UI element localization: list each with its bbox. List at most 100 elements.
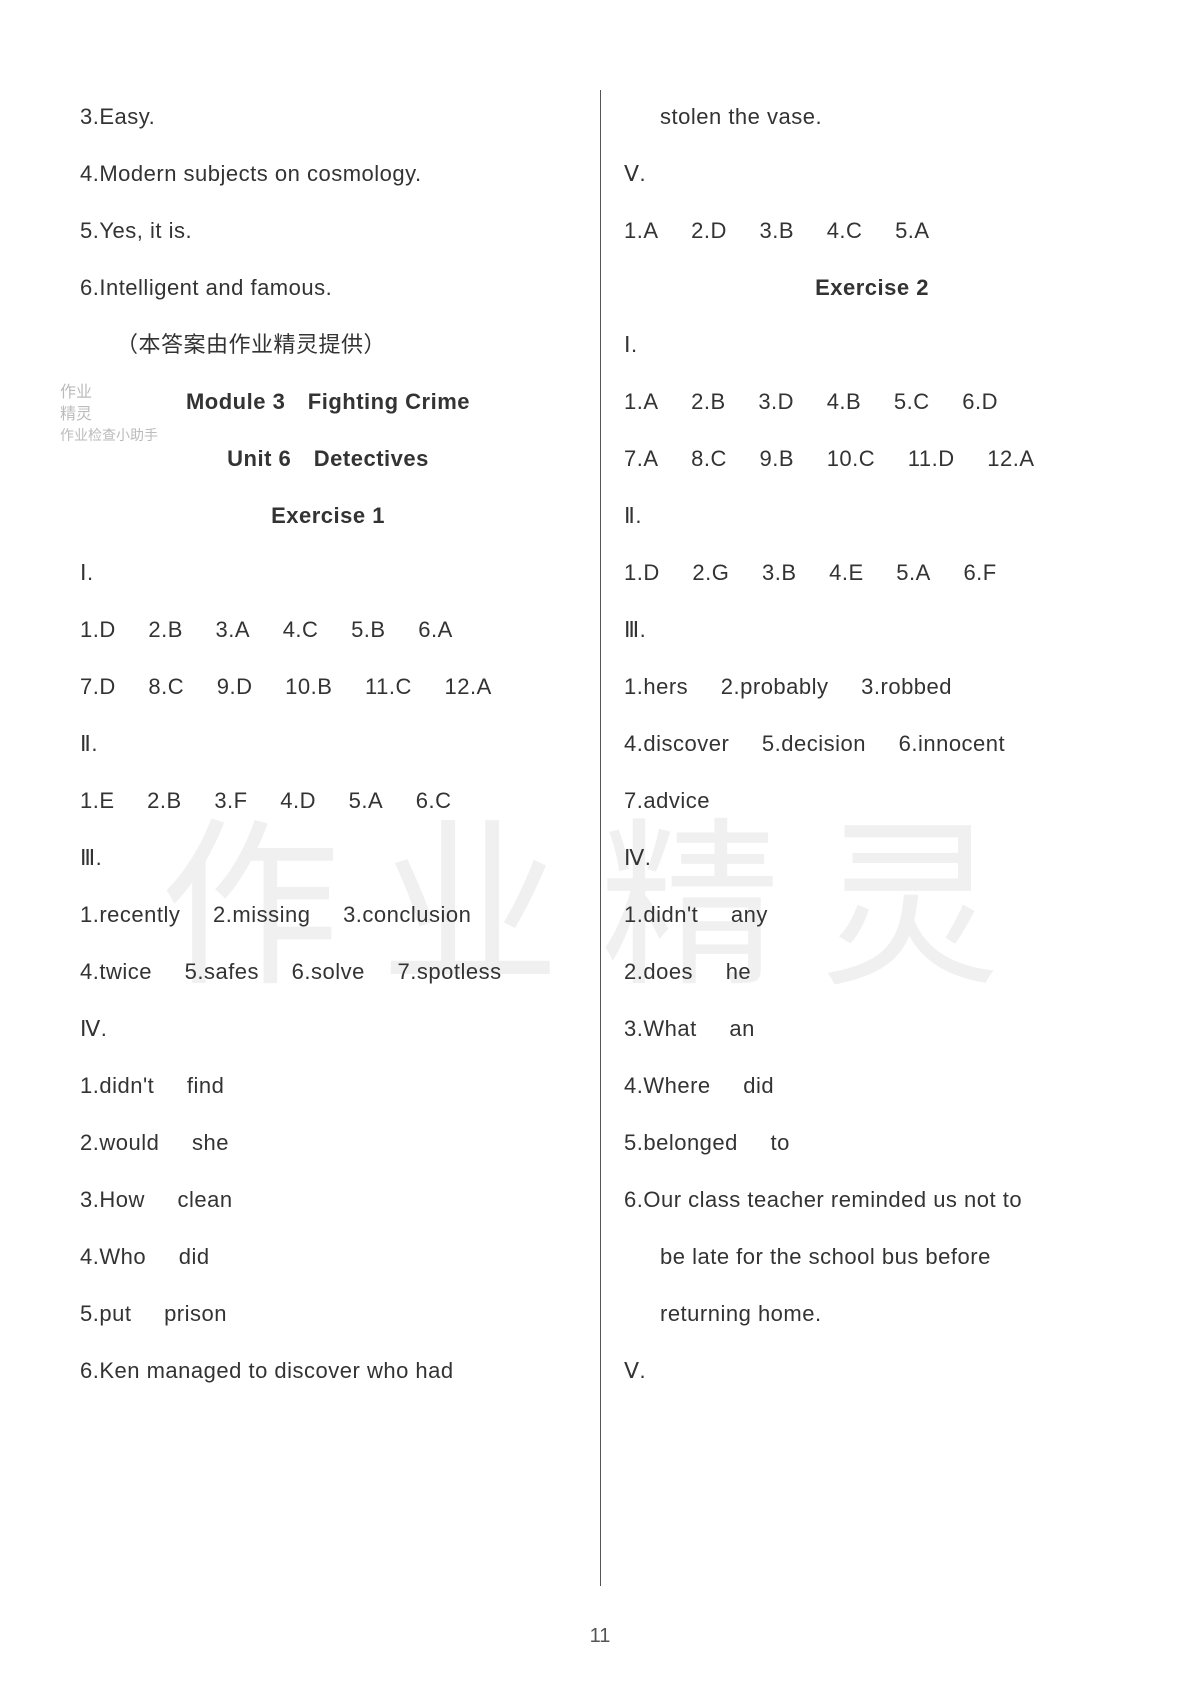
answer-item: 9.D (217, 670, 253, 703)
answer-item: 7.A (624, 442, 659, 475)
answer-row: 4.twice 5.safes 6.solve 7.spotless (80, 955, 576, 988)
answer-item: 12.A (987, 442, 1034, 475)
answer-item: 6.A (418, 613, 453, 646)
answer-row: 7.A 8.C 9.B 10.C 11.D 12.A (624, 442, 1120, 475)
answer-item: 3.conclusion (343, 898, 471, 931)
answer-row: 3.What an (624, 1012, 1120, 1045)
answer-row: 1.E 2.B 3.F 4.D 5.A 6.C (80, 784, 576, 817)
answer-row: 4.Where did (624, 1069, 1120, 1102)
answer-item: 6.innocent (899, 727, 1006, 760)
answer-item: 2.does (624, 955, 693, 988)
section-label: Ⅰ. (80, 556, 576, 589)
answer-row: 1.D 2.G 3.B 4.E 5.A 6.F (624, 556, 1120, 589)
left-column: 3.Easy. 4.Modern subjects on cosmology. … (80, 100, 600, 1636)
answer-item: 2.B (148, 613, 183, 646)
provider-note: （本答案由作业精灵提供） (80, 328, 576, 361)
answer-item: 4.C (283, 613, 319, 646)
answer-row: 1.A 2.D 3.B 4.C 5.A (624, 214, 1120, 247)
answer-item: 1.A (624, 214, 659, 247)
answer-item: clean (177, 1183, 232, 1216)
answer-item: 5.decision (762, 727, 866, 760)
section-label: Ⅲ. (624, 613, 1120, 646)
answer-item: 5.A (349, 784, 384, 817)
answer-item: 5.B (351, 613, 386, 646)
section-label: Ⅰ. (624, 328, 1120, 361)
answer-item: 1.didn't (80, 1069, 154, 1102)
answer-item: 4.D (280, 784, 316, 817)
answer-item: 1.didn't (624, 898, 698, 931)
answer-row: 2.does he (624, 955, 1120, 988)
answer-row: 3.How clean (80, 1183, 576, 1216)
answer-item: 5.safes (185, 955, 259, 988)
answer-row: 2.would she (80, 1126, 576, 1159)
answer-row: 5.put prison (80, 1297, 576, 1330)
answer-item: to (771, 1126, 790, 1159)
answer-item: 10.B (285, 670, 332, 703)
answer-line: be late for the school bus before (624, 1240, 1120, 1273)
answer-line: 4.Modern subjects on cosmology. (80, 157, 576, 190)
answer-line: stolen the vase. (624, 100, 1120, 133)
answer-line: 3.Easy. (80, 100, 576, 133)
answer-item: 2.G (692, 556, 729, 589)
answer-item: 3.F (214, 784, 247, 817)
answer-item: 3.B (760, 214, 795, 247)
answer-row: 4.discover 5.decision 6.innocent (624, 727, 1120, 760)
answer-item: 5.C (894, 385, 930, 418)
exercise-heading: Exercise 2 (624, 271, 1120, 304)
answer-item: find (187, 1069, 224, 1102)
answer-item: 12.A (444, 670, 491, 703)
answer-item: prison (164, 1297, 227, 1330)
answer-item: 2.B (691, 385, 726, 418)
answer-item: 11.C (365, 670, 412, 703)
answer-item: 8.C (148, 670, 184, 703)
answer-row: 1.A 2.B 3.D 4.B 5.C 6.D (624, 385, 1120, 418)
answer-item: 6.D (962, 385, 998, 418)
section-label: Ⅲ. (80, 841, 576, 874)
answer-item: 2.probably (721, 670, 829, 703)
answer-item: 4.twice (80, 955, 152, 988)
section-label: Ⅴ. (624, 157, 1120, 190)
answer-line: 6.Our class teacher reminded us not to (624, 1183, 1120, 1216)
answer-item: 3.A (216, 613, 251, 646)
answer-item: 1.D (80, 613, 116, 646)
section-label: Ⅳ. (624, 841, 1120, 874)
answer-row: 1.didn't find (80, 1069, 576, 1102)
right-column: stolen the vase. Ⅴ. 1.A 2.D 3.B 4.C 5.A … (600, 100, 1120, 1636)
answer-item: 1.E (80, 784, 115, 817)
section-label: Ⅱ. (80, 727, 576, 760)
answer-item: 1.D (624, 556, 660, 589)
exercise-heading: Exercise 1 (80, 499, 576, 532)
unit-heading: Unit 6 Detectives (80, 442, 576, 475)
answer-item: 4.discover (624, 727, 729, 760)
answer-item: he (726, 955, 751, 988)
answer-item: 4.Where (624, 1069, 711, 1102)
answer-item: 2.missing (213, 898, 310, 931)
module-heading: Module 3 Fighting Crime (80, 385, 576, 418)
answer-item: 5.A (896, 556, 931, 589)
answer-item: 7.D (80, 670, 116, 703)
section-label: Ⅱ. (624, 499, 1120, 532)
answer-item: 1.A (624, 385, 659, 418)
answer-item: 6.C (416, 784, 452, 817)
answer-line: 6.Intelligent and famous. (80, 271, 576, 304)
answer-line: 6.Ken managed to discover who had (80, 1354, 576, 1387)
answer-row: 1.hers 2.probably 3.robbed (624, 670, 1120, 703)
answer-item: 4.Who (80, 1240, 146, 1273)
answer-item: 3.B (762, 556, 797, 589)
answer-item: 2.would (80, 1126, 159, 1159)
answer-item: 8.C (691, 442, 727, 475)
answer-item: 6.solve (292, 955, 365, 988)
answer-item: 5.put (80, 1297, 131, 1330)
answer-row: 7.D 8.C 9.D 10.B 11.C 12.A (80, 670, 576, 703)
section-label: Ⅳ. (80, 1012, 576, 1045)
answer-item: 9.B (760, 442, 795, 475)
answer-item: 5.A (895, 214, 930, 247)
answer-item: 1.recently (80, 898, 180, 931)
answer-item: an (729, 1012, 754, 1045)
answer-item: 4.C (827, 214, 863, 247)
answer-item: 7.spotless (398, 955, 502, 988)
answer-item: 6.F (963, 556, 996, 589)
answer-item: 4.E (829, 556, 864, 589)
answer-row: 1.recently 2.missing 3.conclusion (80, 898, 576, 931)
answer-item: 3.D (758, 385, 794, 418)
